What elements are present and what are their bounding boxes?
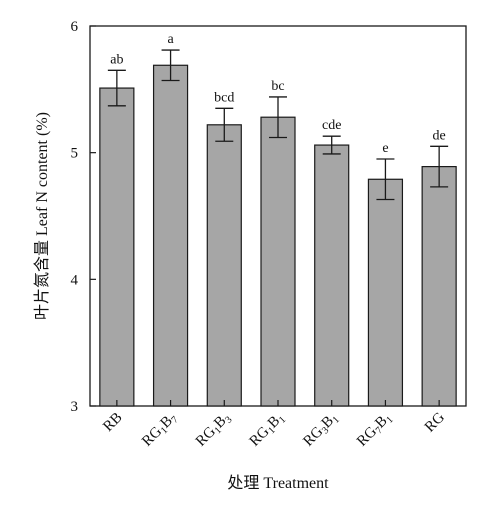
y-tick-label: 3 bbox=[71, 399, 79, 415]
y-tick-label: 4 bbox=[71, 272, 79, 288]
bar bbox=[152, 64, 189, 407]
x-tick-labels: RB RG1B7 RG1B3 RG1B1 RG3B1 RG7B1 RG bbox=[100, 400, 448, 451]
significance-label: e bbox=[382, 141, 388, 156]
x-tick-label: RG3B1 bbox=[300, 410, 341, 451]
y-tick-label: 5 bbox=[71, 146, 79, 162]
x-tick-label: RG1B3 bbox=[193, 410, 234, 451]
significance-label: ab bbox=[110, 52, 123, 67]
x-tick-label: RG1B7 bbox=[139, 410, 180, 451]
x-tick-label: RG1B1 bbox=[247, 410, 288, 451]
bar bbox=[367, 178, 404, 407]
bar bbox=[314, 144, 350, 407]
x-tick-label: RB bbox=[100, 410, 125, 435]
significance-label: bc bbox=[271, 79, 284, 94]
bar bbox=[99, 87, 135, 407]
significance-label: de bbox=[433, 128, 446, 143]
error-bars bbox=[107, 49, 449, 201]
x-tick-label: RG bbox=[422, 409, 448, 435]
x-tick-label: RG7B1 bbox=[354, 410, 395, 451]
bar bbox=[421, 166, 457, 407]
significance-label: cde bbox=[322, 118, 341, 133]
significance-labels: ab a bcd bc cde e de bbox=[110, 32, 446, 156]
x-axis-title: 处理 Treatment bbox=[227, 474, 329, 492]
y-axis-title: 叶片氮含量 Leaf N content (%) bbox=[33, 112, 51, 320]
bar bbox=[260, 116, 296, 407]
y-tick-label: 6 bbox=[71, 19, 79, 35]
significance-label: bcd bbox=[214, 90, 234, 105]
y-ticks: 3 4 5 6 bbox=[71, 19, 96, 415]
bar bbox=[206, 124, 242, 407]
significance-label: a bbox=[167, 32, 174, 47]
